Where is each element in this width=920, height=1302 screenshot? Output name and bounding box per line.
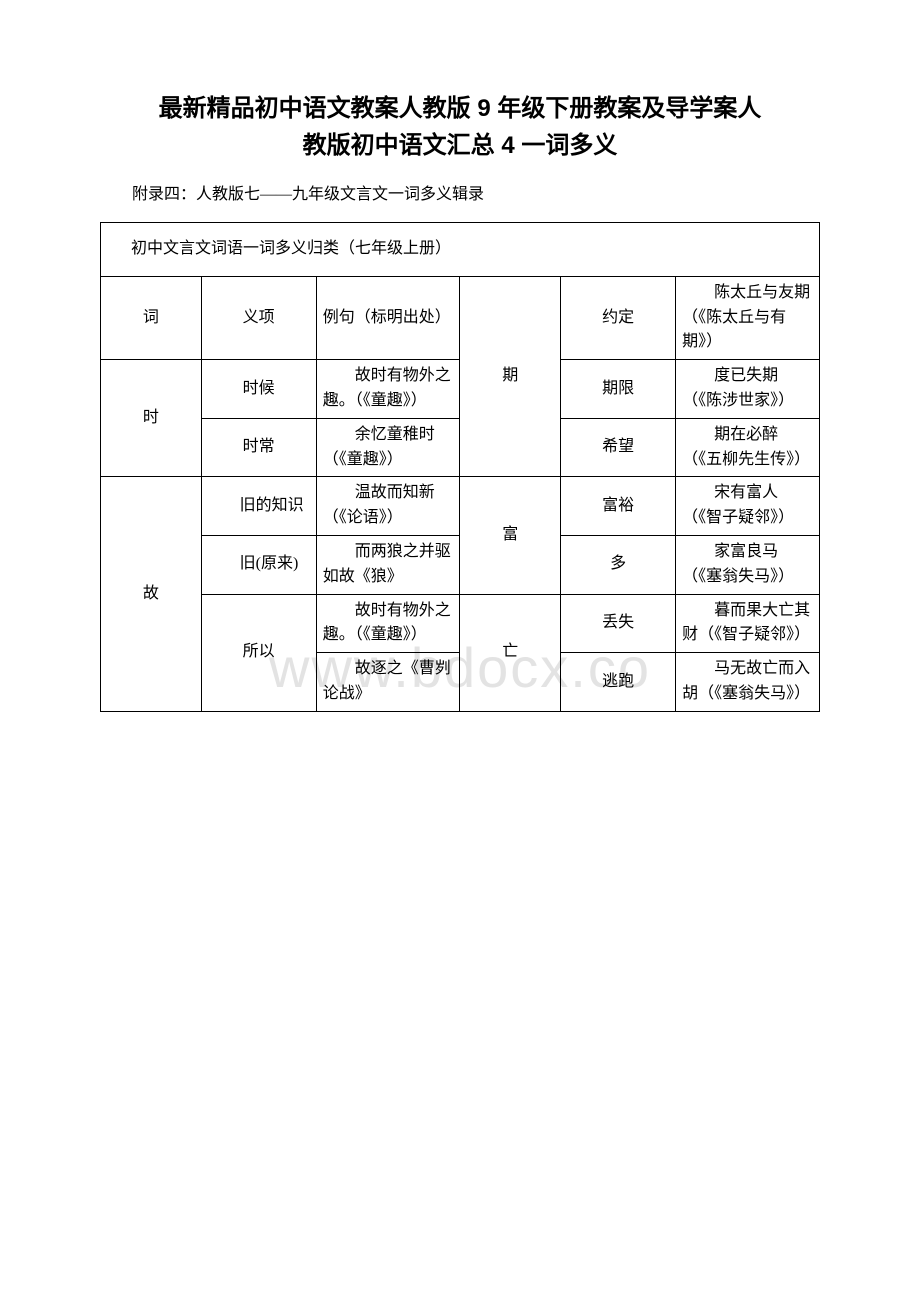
table-row: 词 义项 例句（标明出处） 期 约定 陈太丘与友期（《陈太丘与有期》） [101,276,820,359]
cell-meaning: 旧(原来) [201,535,316,594]
cell-example: 余忆童稚时（《童趣》） [316,418,460,477]
header-example: 例句（标明出处） [316,276,460,359]
title-line-2: 教版初中语文汇总 4 一词多义 [303,132,618,159]
cell-meaning: 逃跑 [561,653,676,712]
cell-example: 陈太丘与友期（《陈太丘与有期》） [676,276,820,359]
cell-example: 故时有物外之趣。（《童趣》） [316,594,460,653]
cell-example: 家富良马（《塞翁失马》） [676,535,820,594]
subtitle: 附录四：人教版七——九年级文言文一词多义辑录 [100,182,820,208]
cell-example: 暮而果大亡其财（《智子疑邻》） [676,594,820,653]
cell-example: 温故而知新（《论语》） [316,477,460,536]
cell-example: 马无故亡而入胡（《塞翁失马》） [676,653,820,712]
cell-example: 度已失期（《陈涉世家》） [676,360,820,419]
polysemy-table: 初中文言文词语一词多义归类（七年级上册） 词 义项 例句（标明出处） 期 约定 … [100,222,820,712]
word-shi: 时 [101,360,202,477]
title-line-1: 最新精品初中语文教案人教版 9 年级下册教案及导学案人 [159,95,762,122]
cell-meaning: 希望 [561,418,676,477]
cell-example: 故逐之《曹刿论战》 [316,653,460,712]
header-meaning: 义项 [201,276,316,359]
cell-meaning: 时常 [201,418,316,477]
cell-example: 期在必醉（《五柳先生传》） [676,418,820,477]
cell-meaning: 所以 [201,594,316,711]
cell-example: 而两狼之并驱如故《狼》 [316,535,460,594]
cell-meaning: 富裕 [561,477,676,536]
cell-meaning: 丢失 [561,594,676,653]
word-gu: 故 [101,477,202,711]
table-caption-row: 初中文言文词语一词多义归类（七年级上册） [101,222,820,276]
cell-meaning: 时候 [201,360,316,419]
cell-meaning: 旧的知识 [201,477,316,536]
cell-meaning: 约定 [561,276,676,359]
page-title: 最新精品初中语文教案人教版 9 年级下册教案及导学案人 教版初中语文汇总 4 一… [100,90,820,164]
cell-meaning: 期限 [561,360,676,419]
header-word: 词 [101,276,202,359]
cell-example: 宋有富人（《智子疑邻》） [676,477,820,536]
word-fu: 富 [460,477,561,594]
word-wang: 亡 [460,594,561,711]
cell-meaning: 多 [561,535,676,594]
table-caption: 初中文言文词语一词多义归类（七年级上册） [101,222,820,276]
table-row: 所以 故时有物外之趣。（《童趣》） 亡 丢失 暮而果大亡其财（《智子疑邻》） [101,594,820,653]
word-qi: 期 [460,276,561,477]
table-row: 故 旧的知识 温故而知新（《论语》） 富 富裕 宋有富人（《智子疑邻》） [101,477,820,536]
cell-example: 故时有物外之趣。（《童趣》） [316,360,460,419]
